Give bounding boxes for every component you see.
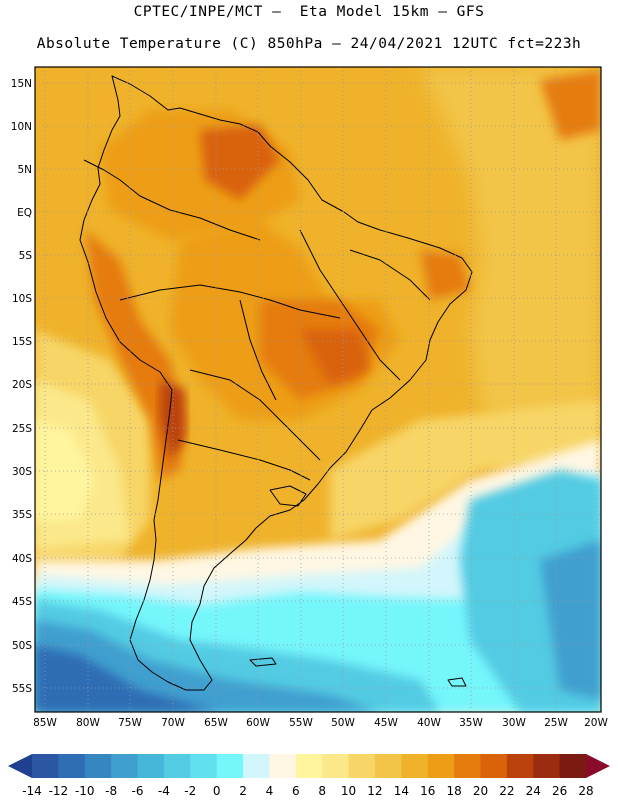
colorbar-swatch [401, 754, 429, 778]
lon-label: 30W [502, 717, 526, 729]
lon-label: 75W [118, 717, 142, 729]
colorbar-label: 14 [394, 784, 409, 798]
lat-label: 15S [12, 336, 32, 348]
colorbar-label: -12 [49, 784, 69, 798]
colorbar-swatch [374, 754, 402, 778]
colorbar-swatch [216, 754, 244, 778]
colorbar-swatch [163, 754, 191, 778]
lat-label: 15N [11, 78, 32, 90]
colorbar-label: 18 [446, 784, 461, 798]
colorbar-label: -6 [132, 784, 144, 798]
colorbar-swatch [427, 754, 455, 778]
lat-label: 55S [12, 683, 32, 695]
colorbar-swatch [269, 754, 297, 778]
lat-label: 5S [19, 250, 33, 262]
colorbar-label: 22 [499, 784, 514, 798]
lon-label: 45W [374, 717, 398, 729]
colorbar-swatch [506, 754, 534, 778]
lat-label: 20S [12, 379, 32, 391]
lat-label: 50S [12, 640, 32, 652]
colorbar-label: 20 [473, 784, 488, 798]
lon-label: 65W [204, 717, 228, 729]
colorbar-swatch [533, 754, 561, 778]
map-frame [34, 66, 602, 713]
colorbar-label: -2 [184, 784, 196, 798]
colorbar-swatch [348, 754, 376, 778]
lat-label: 30S [12, 466, 32, 478]
coastlines [79, 75, 473, 691]
colorbar-label: -8 [105, 784, 117, 798]
lat-label: 10N [11, 121, 32, 133]
colorbar-label: 12 [367, 784, 382, 798]
colorbar-label: 4 [266, 784, 274, 798]
title-line-1: CPTEC/INPE/MCT – Eta Model 15km – GFS [133, 4, 485, 20]
colorbar-label: -10 [75, 784, 95, 798]
colorbar-label: 24 [526, 784, 541, 798]
colorbar-label: 10 [341, 784, 356, 798]
lon-label: 80W [76, 717, 100, 729]
colorbar-label: 16 [420, 784, 435, 798]
lat-label: 40S [12, 553, 32, 565]
colorbar-low-arrow [8, 754, 32, 778]
colorbar-label: 8 [318, 784, 326, 798]
colorbar-swatch [58, 754, 86, 778]
lon-label: 25W [544, 717, 568, 729]
colorbar-label: 0 [213, 784, 221, 798]
colorbar-swatch [243, 754, 271, 778]
lon-label: 70W [161, 717, 185, 729]
lat-label: 25S [12, 423, 32, 435]
lon-label: 55W [289, 717, 313, 729]
colorbar-swatch [295, 754, 323, 778]
colorbar-label: 2 [239, 784, 247, 798]
lon-label: 60W [246, 717, 270, 729]
latitude-labels: 15N 10N 5N EQ 5S 10S 15S 20S 25S 30S 35S… [11, 78, 33, 695]
title-line-2: Absolute Temperature (C) 850hPa – 24/04/… [36, 36, 582, 52]
colorbar-swatch [480, 754, 508, 778]
colorbar-label: -4 [158, 784, 170, 798]
lon-label: 35W [459, 717, 483, 729]
colorbar-swatch [190, 754, 218, 778]
lat-label: 45S [12, 596, 32, 608]
colorbar-label: 6 [292, 784, 300, 798]
lon-label: 85W [33, 717, 57, 729]
colorbar-swatch [32, 754, 59, 778]
lat-label: 10S [12, 293, 32, 305]
lat-label: EQ [17, 207, 32, 219]
colorbar-swatch [559, 754, 587, 778]
lon-label: 50W [331, 717, 355, 729]
colorbar: -14 -12 -10 -8 -6 -4 -2 0 2 4 6 8 10 12 14 16 18 20 22 24 26… [8, 754, 610, 798]
colorbar-label: 28 [578, 784, 593, 798]
colorbar-label: 26 [552, 784, 567, 798]
lat-label: 5N [17, 164, 32, 176]
colorbar-high-arrow [586, 754, 610, 778]
longitude-labels: 85W 80W 75W 70W 65W 60W 55W 50W 45W 40W … [33, 717, 608, 729]
colorbar-swatch [111, 754, 139, 778]
colorbar-label: -14 [22, 784, 42, 798]
lon-label: 20W [584, 717, 608, 729]
colorbar-swatch [454, 754, 482, 778]
colorbar-swatch [84, 754, 112, 778]
lon-label: 40W [417, 717, 441, 729]
lat-label: 35S [12, 509, 32, 521]
colorbar-swatch [137, 754, 165, 778]
temperature-field [35, 67, 601, 712]
colorbar-swatch [322, 754, 350, 778]
